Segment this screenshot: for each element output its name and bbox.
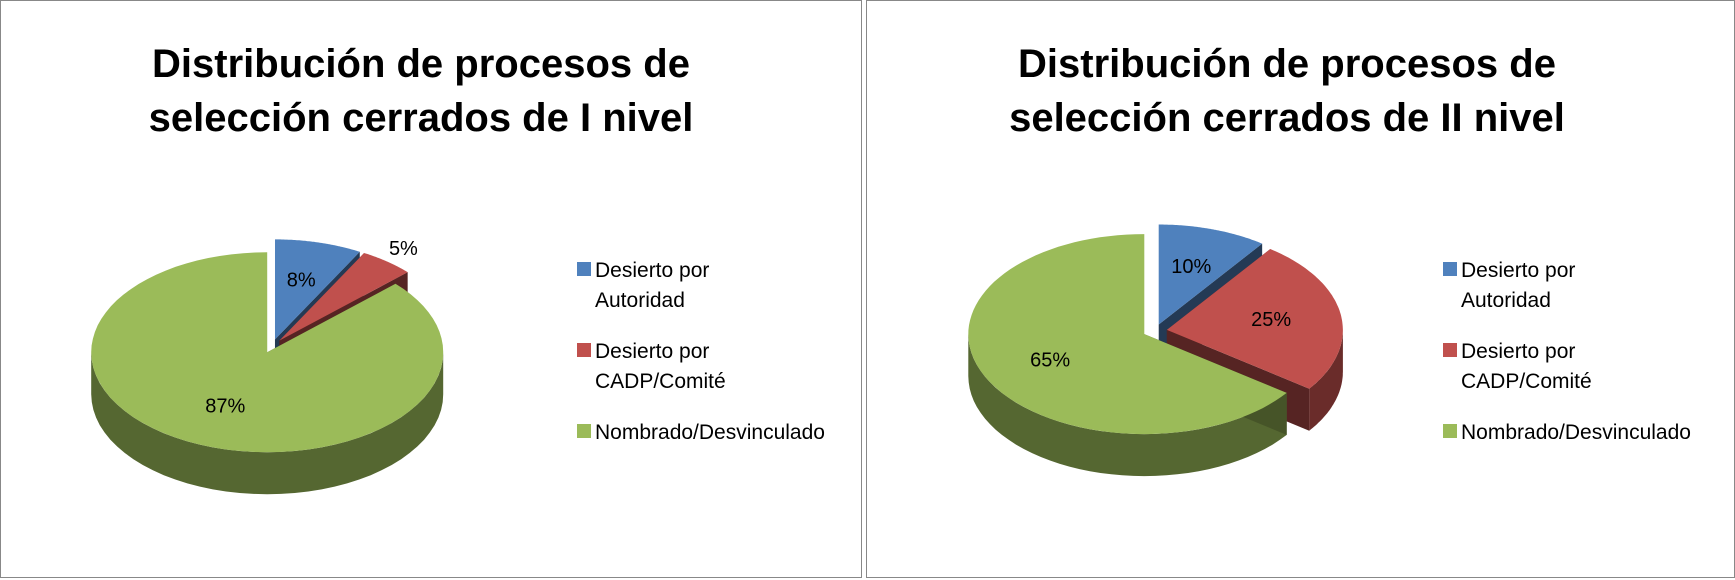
pie-slice — [274, 239, 360, 340]
chart-title: Distribución de procesos de selección ce… — [1009, 42, 1565, 140]
legend-item: Nombrado/Desvinculado — [577, 418, 837, 448]
legend-swatch — [1443, 262, 1457, 276]
legend-label: Desierto por CADP/Comité — [1461, 340, 1592, 393]
legend-swatch — [1443, 343, 1457, 357]
legend-label: Nombrado/Desvinculado — [595, 421, 825, 444]
pie-slice — [1166, 249, 1343, 389]
chart-title: Distribución de procesos de selección ce… — [148, 42, 694, 140]
legend-label: Nombrado/Desvinculado — [1461, 421, 1691, 444]
data-label: 25% — [1251, 309, 1291, 331]
pie-chart: 10% 25% 65% — [968, 224, 1343, 477]
data-label: 10% — [1171, 256, 1211, 278]
chart-panel: Distribución de procesos de selección ce… — [0, 0, 862, 578]
pie-slice — [279, 253, 408, 341]
data-label: 65% — [1030, 350, 1070, 372]
slice-side — [91, 352, 444, 495]
pie-chart: 8% 5% 87% — [91, 238, 444, 495]
data-label: 8% — [287, 270, 316, 292]
data-label: 5% — [389, 238, 418, 260]
legend-label: Desierto por Autoridad — [595, 259, 710, 312]
slice-side — [968, 334, 1287, 477]
legend-item: Desierto por Autoridad — [1443, 256, 1703, 316]
data-label: 87% — [205, 396, 245, 418]
pie-slice — [1158, 224, 1263, 325]
legend-item: Desierto por CADP/Comité — [1443, 337, 1703, 397]
slice-side — [1309, 329, 1343, 431]
legend-label: Desierto por CADP/Comité — [595, 340, 726, 393]
legend-swatch — [577, 424, 591, 438]
legend-swatch — [577, 343, 591, 357]
pie-slice — [968, 234, 1287, 435]
legend-item: Desierto por Autoridad — [577, 256, 837, 316]
pie-slice — [91, 252, 444, 453]
legend-item: Desierto por CADP/Comité — [577, 337, 837, 397]
chart-panel: Distribución de procesos de selección ce… — [866, 0, 1735, 578]
legend-swatch — [1443, 424, 1457, 438]
legend-item: Nombrado/Desvinculado — [1443, 418, 1703, 448]
legend-swatch — [577, 262, 591, 276]
legend-label: Desierto por Autoridad — [1461, 259, 1576, 312]
